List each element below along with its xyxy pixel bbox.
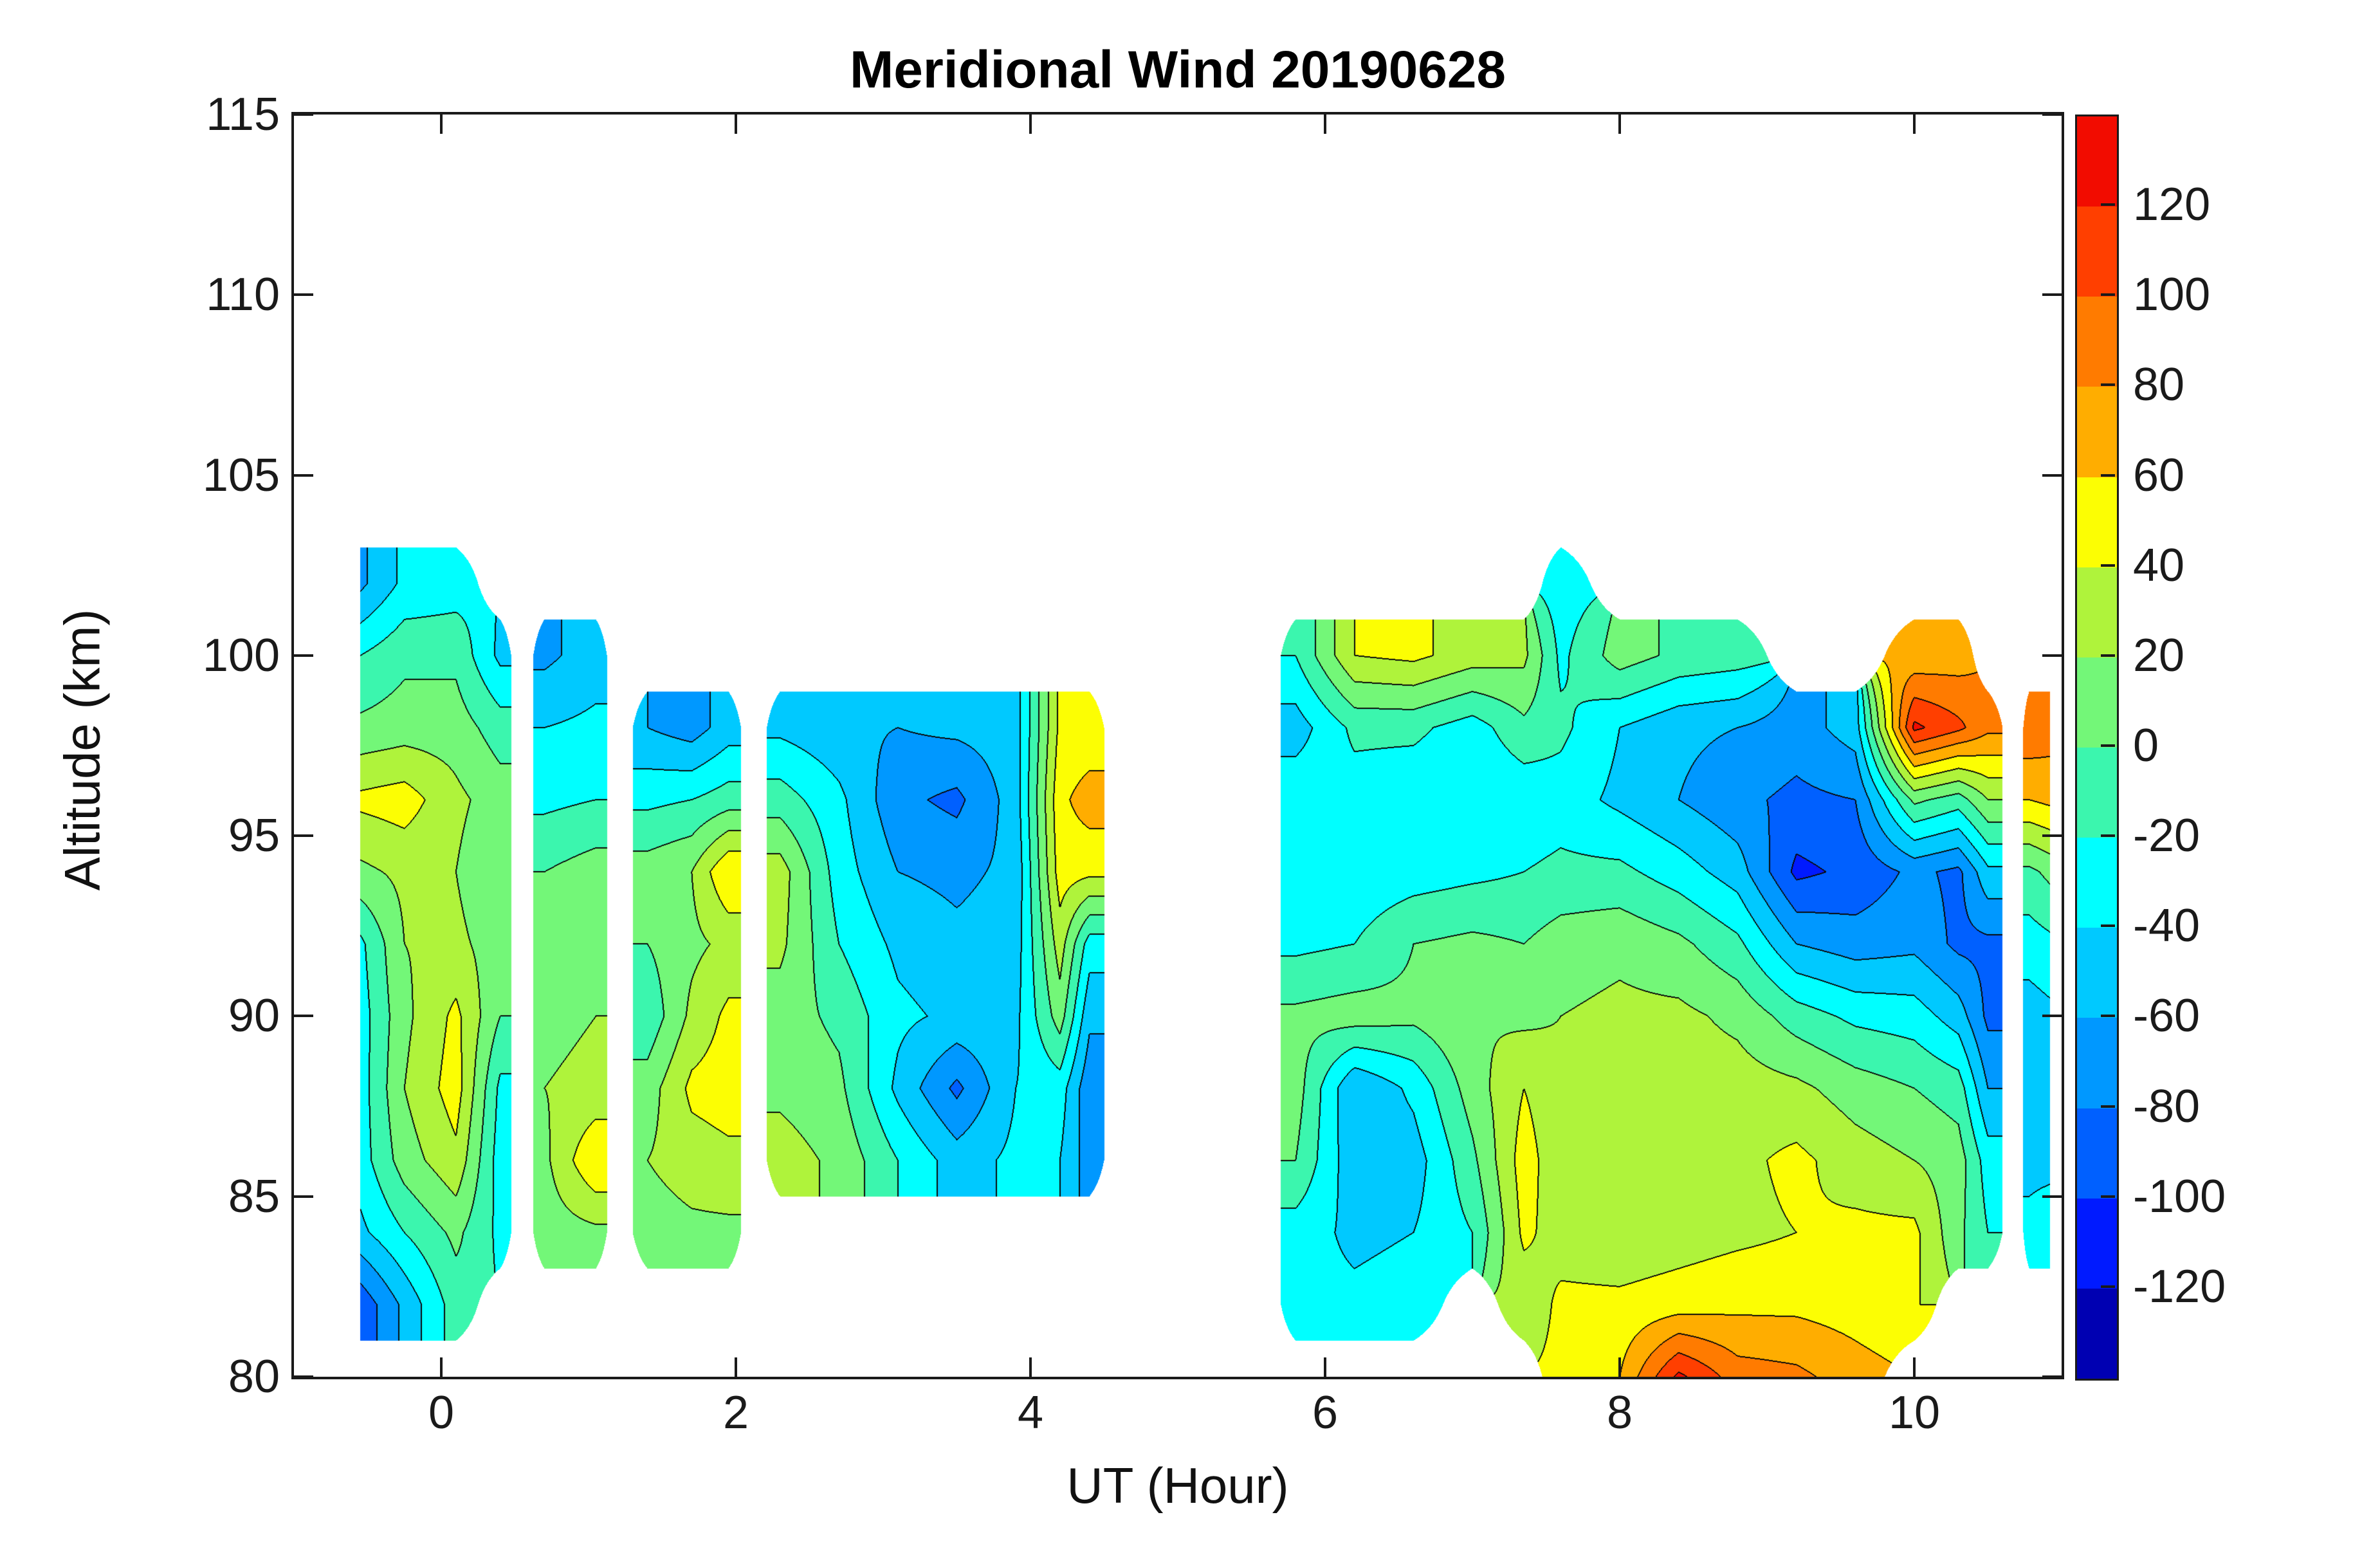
- colorbar-band: [2077, 297, 2117, 387]
- y-tick-right: [2042, 474, 2062, 477]
- x-tick: [1913, 1357, 1916, 1377]
- y-tick-label: 90: [228, 990, 280, 1042]
- y-tick-right: [2042, 834, 2062, 837]
- x-tick-label: 6: [1312, 1387, 1339, 1438]
- colorbar-tick-label: -80: [2133, 1080, 2201, 1132]
- y-tick-label: 85: [228, 1171, 280, 1222]
- colorbar-tick: [2101, 1285, 2115, 1288]
- colorbar-tick-label: -120: [2133, 1260, 2226, 1312]
- colorbar-tick: [2101, 834, 2115, 838]
- colorbar-tick: [2101, 203, 2115, 207]
- colorbar-band: [2077, 116, 2117, 207]
- colorbar-tick-label: 20: [2133, 629, 2185, 681]
- x-tick-label: 4: [1017, 1387, 1044, 1438]
- x-tick-label: 10: [1888, 1387, 1941, 1438]
- y-tick-label: 110: [206, 269, 280, 320]
- x-tick-label: 2: [722, 1387, 749, 1438]
- colorbar-tick-label: -40: [2133, 900, 2201, 952]
- contour-field-canvas: [294, 115, 2062, 1377]
- colorbar-band: [2077, 748, 2117, 838]
- y-tick-right: [2042, 113, 2062, 116]
- colorbar-tick: [2101, 1105, 2115, 1108]
- colorbar-band: [2077, 657, 2117, 748]
- y-tick-label: 95: [228, 810, 280, 861]
- colorbar-tick-label: 40: [2133, 539, 2185, 591]
- colorbar-tick: [2101, 1015, 2115, 1018]
- y-tick: [294, 474, 313, 477]
- colorbar-tick: [2101, 744, 2115, 747]
- y-tick: [294, 293, 313, 296]
- colorbar-band: [2077, 567, 2117, 657]
- x-tick-top: [440, 115, 443, 134]
- y-tick-label: 80: [228, 1351, 280, 1402]
- y-tick: [294, 1195, 313, 1198]
- y-tick-right: [2042, 1015, 2062, 1017]
- colorbar-tick-label: -60: [2133, 990, 2201, 1042]
- axes-frame: [291, 112, 2064, 1379]
- colorbar-tick-label: 60: [2133, 449, 2185, 501]
- colorbar-tick-label: 80: [2133, 359, 2185, 411]
- colorbar-band: [2077, 1198, 2117, 1289]
- colorbar-tick: [2101, 564, 2115, 567]
- chart-title: Meridional Wind 20190628: [849, 41, 1506, 99]
- colorbar-tick: [2101, 473, 2115, 477]
- colorbar-tick: [2101, 383, 2115, 387]
- x-tick: [1029, 1357, 1032, 1377]
- y-tick-right: [2042, 293, 2062, 296]
- x-tick-label: 0: [428, 1387, 455, 1438]
- colorbar-tick: [2101, 654, 2115, 657]
- y-tick-label: 115: [206, 89, 280, 140]
- y-axis-label: Altitude (km): [53, 609, 111, 891]
- x-tick: [735, 1357, 737, 1377]
- colorbar-tick-label: 100: [2133, 269, 2211, 321]
- colorbar-band: [2077, 1108, 2117, 1199]
- x-tick: [1618, 1357, 1621, 1377]
- y-tick-right: [2042, 1195, 2062, 1198]
- x-tick-top: [1618, 115, 1621, 134]
- colorbar-band: [2077, 838, 2117, 928]
- x-tick: [440, 1357, 443, 1377]
- colorbar-tick: [2101, 924, 2115, 928]
- y-tick: [294, 834, 313, 837]
- colorbar-band: [2077, 1288, 2117, 1379]
- colorbar-tick-label: -100: [2133, 1170, 2226, 1222]
- plot-area: [294, 113, 2062, 1378]
- y-tick: [294, 654, 313, 657]
- x-tick-label: 8: [1606, 1387, 1633, 1438]
- colorbar-band: [2077, 928, 2117, 1018]
- x-tick-top: [1324, 115, 1326, 134]
- colorbar-band: [2077, 1018, 2117, 1108]
- y-tick-label: 105: [202, 450, 280, 501]
- colorbar: [2075, 115, 2119, 1381]
- x-tick: [1324, 1357, 1326, 1377]
- y-tick-right: [2042, 654, 2062, 657]
- x-axis-label: UT (Hour): [1066, 1457, 1289, 1514]
- colorbar-band: [2077, 387, 2117, 477]
- colorbar-tick-label: -20: [2133, 810, 2201, 862]
- colorbar-tick: [2101, 293, 2115, 297]
- x-tick-top: [735, 115, 737, 134]
- x-tick-top: [1029, 115, 1032, 134]
- colorbar-tick-label: 0: [2133, 720, 2159, 771]
- x-tick-top: [1913, 115, 1916, 134]
- y-tick: [294, 113, 313, 116]
- colorbar-tick-label: 120: [2133, 179, 2211, 231]
- y-tick: [294, 1015, 313, 1017]
- colorbar-band: [2077, 207, 2117, 297]
- colorbar-band: [2077, 477, 2117, 567]
- colorbar-tick: [2101, 1195, 2115, 1198]
- y-tick-label: 100: [202, 630, 280, 681]
